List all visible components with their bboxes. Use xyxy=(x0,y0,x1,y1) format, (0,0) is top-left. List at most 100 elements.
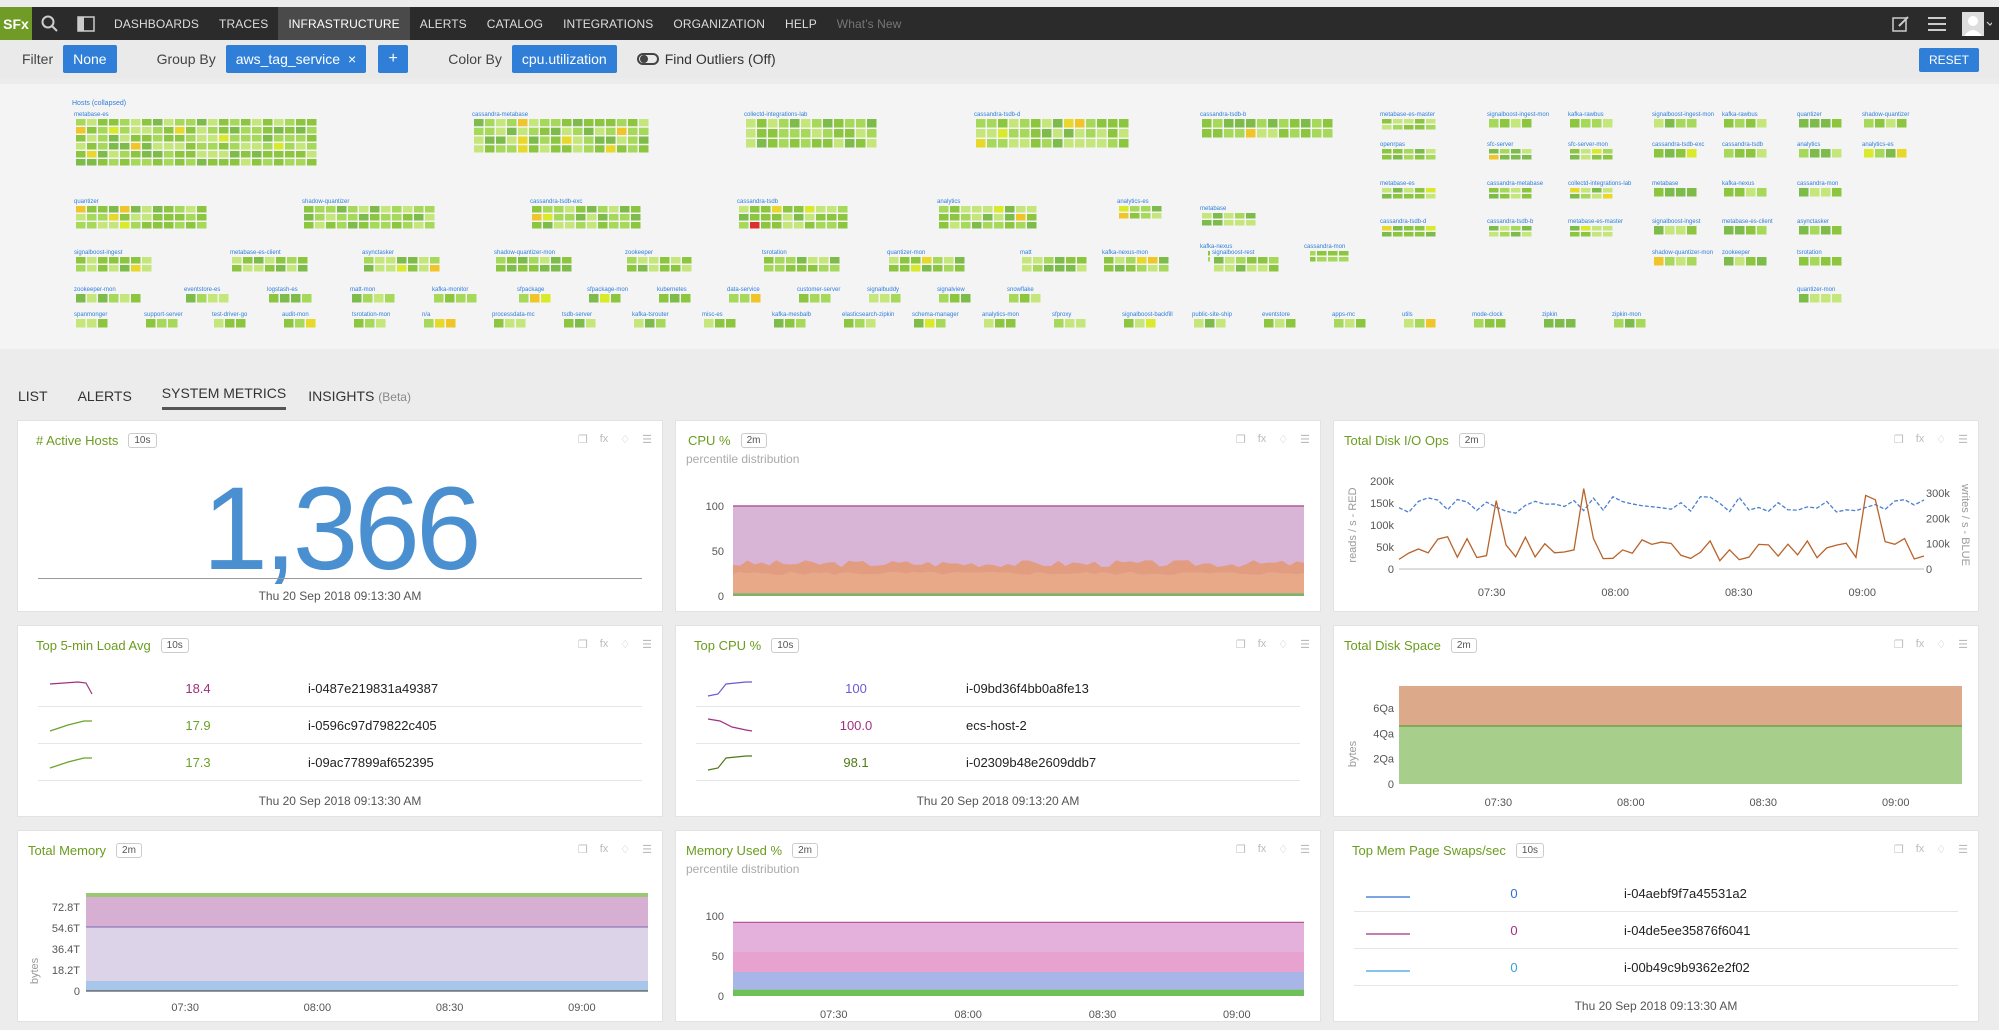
row-host[interactable]: i-09ac77899af652395 xyxy=(308,754,434,770)
copy-icon[interactable]: ❐ xyxy=(1235,434,1246,446)
list-row[interactable]: 0 i-04aebf9f7a45531a2 xyxy=(1354,875,1958,912)
add-group-button[interactable]: + xyxy=(378,45,409,73)
card-title[interactable]: CPU % xyxy=(688,433,731,448)
copy-icon[interactable]: ❐ xyxy=(1893,639,1904,651)
sidebar-toggle-icon[interactable] xyxy=(68,7,104,40)
signalfx-logo[interactable]: SFx xyxy=(0,7,32,40)
list-row[interactable]: 17.9 i-0596c97d79822c405 xyxy=(38,707,642,744)
find-outliers-toggle[interactable] xyxy=(636,53,659,65)
fx-icon[interactable]: fx xyxy=(1915,433,1925,445)
copy-icon[interactable]: ❐ xyxy=(577,434,588,446)
row-host[interactable]: i-09bd36f4bb0a8fe13 xyxy=(966,680,1089,696)
host-cell xyxy=(214,319,224,328)
row-host[interactable]: i-04aebf9f7a45531a2 xyxy=(1624,885,1747,901)
row-host[interactable]: i-0487e219831a49387 xyxy=(308,680,439,696)
fx-icon[interactable]: fx xyxy=(1915,843,1925,855)
copy-icon[interactable]: ❐ xyxy=(1235,639,1246,651)
card-title[interactable]: # Active Hosts xyxy=(36,433,119,448)
fx-icon[interactable]: fx xyxy=(599,433,609,445)
row-host[interactable]: i-0596c97d79822c405 xyxy=(308,717,437,733)
card-menu-icon[interactable]: ☰ xyxy=(1300,434,1310,446)
card-menu-icon[interactable]: ☰ xyxy=(642,434,652,446)
card-title[interactable]: Top CPU % xyxy=(694,638,762,653)
bell-icon[interactable]: ♢ xyxy=(620,844,631,856)
nav-infrastructure[interactable]: INFRASTRUCTURE xyxy=(278,7,410,40)
host-cell xyxy=(120,214,130,221)
disk-io-chart[interactable]: reads / s - RED writes / s - BLUE 0 50k 100k… xyxy=(1334,451,1980,611)
menu-icon[interactable] xyxy=(1919,7,1955,40)
bell-icon[interactable]: ♢ xyxy=(1278,844,1289,856)
remove-group-icon[interactable]: × xyxy=(348,51,357,67)
nav-dashboards[interactable]: DASHBOARDS xyxy=(114,16,200,31)
fx-icon[interactable]: fx xyxy=(1257,433,1267,445)
list-row[interactable]: 100.0 ecs-host-2 xyxy=(696,707,1300,744)
fx-icon[interactable]: fx xyxy=(599,843,609,855)
nav-traces[interactable]: TRACES xyxy=(219,16,269,31)
bell-icon[interactable]: ♢ xyxy=(620,434,631,446)
bell-icon[interactable]: ♢ xyxy=(1278,434,1289,446)
copy-icon[interactable]: ❐ xyxy=(577,844,588,856)
heatmap-canvas[interactable]: Hosts (collapsed) metabase-es cassandra-me… xyxy=(0,84,1999,349)
bell-icon[interactable]: ♢ xyxy=(1278,639,1289,651)
bell-icon[interactable]: ♢ xyxy=(1936,639,1947,651)
card-title[interactable]: Top 5-min Load Avg xyxy=(36,638,151,653)
bell-icon[interactable]: ♢ xyxy=(1936,844,1947,856)
card-title[interactable]: Total Disk Space xyxy=(1344,638,1441,653)
copy-icon[interactable]: ❐ xyxy=(1235,844,1246,856)
card-menu-icon[interactable]: ☰ xyxy=(642,639,652,651)
host-cell xyxy=(1130,206,1140,212)
memory-used-chart[interactable]: 0 50 100 07:30 08:00 08:30 09:00 xyxy=(676,871,1322,1021)
disk-space-chart[interactable]: bytes 0 2Qa 4Qa 6Qa 07:30 08:00 08:30 09:00 xyxy=(1334,656,1980,816)
list-row[interactable]: 98.1 i-02309b48e2609ddb7 xyxy=(696,744,1300,781)
bell-icon[interactable]: ♢ xyxy=(1936,434,1947,446)
total-memory-chart[interactable]: bytes 0 18.2T 36.4T 54.6T 72.8T 07:30 08:00 08:3… xyxy=(18,861,664,1021)
list-row[interactable]: 100 i-09bd36f4bb0a8fe13 xyxy=(696,670,1300,707)
fx-icon[interactable]: fx xyxy=(1257,638,1267,650)
list-row[interactable]: 0 i-04de5ee35876f6041 xyxy=(1354,912,1958,949)
list-row[interactable]: 18.4 i-0487e219831a49387 xyxy=(38,670,642,707)
color-by-button[interactable]: cpu.utilization xyxy=(511,45,617,73)
card-title[interactable]: Memory Used % xyxy=(686,843,783,858)
tab-system-metrics[interactable]: SYSTEM METRICS xyxy=(161,385,287,410)
copy-icon[interactable]: ❐ xyxy=(1893,434,1904,446)
row-host[interactable]: i-04de5ee35876f6041 xyxy=(1624,922,1751,938)
copy-icon[interactable]: ❐ xyxy=(577,639,588,651)
card-menu-icon[interactable]: ☰ xyxy=(1958,844,1968,856)
edit-note-icon[interactable] xyxy=(1883,7,1919,40)
nav-organization[interactable]: ORGANIZATION xyxy=(673,16,766,31)
nav-catalog[interactable]: CATALOG xyxy=(486,16,544,31)
card-menu-icon[interactable]: ☰ xyxy=(1958,434,1968,446)
list-row[interactable]: 0 i-00b49c9b9362e2f02 xyxy=(1354,949,1958,986)
card-menu-icon[interactable]: ☰ xyxy=(1300,639,1310,651)
card-menu-icon[interactable]: ☰ xyxy=(1300,844,1310,856)
bell-icon[interactable]: ♢ xyxy=(620,639,631,651)
fx-icon[interactable]: fx xyxy=(599,638,609,650)
row-host[interactable]: ecs-host-2 xyxy=(966,717,1027,733)
user-avatar-icon[interactable] xyxy=(1955,7,1999,40)
nav-integrations[interactable]: INTEGRATIONS xyxy=(563,16,654,31)
copy-icon[interactable]: ❐ xyxy=(1893,844,1904,856)
row-host[interactable]: i-02309b48e2609ddb7 xyxy=(966,754,1097,770)
card-title[interactable]: Total Memory xyxy=(28,843,107,858)
tab-list[interactable]: LIST xyxy=(18,388,48,404)
search-icon[interactable] xyxy=(32,7,68,40)
fx-icon[interactable]: fx xyxy=(1257,843,1267,855)
filter-value-button[interactable]: None xyxy=(63,45,117,73)
nav-whats-new[interactable]: What's New xyxy=(836,16,902,31)
card-menu-icon[interactable]: ☰ xyxy=(642,844,652,856)
reset-button[interactable]: RESET xyxy=(1918,48,1979,72)
tab-insights[interactable]: INSIGHTS (Beta) xyxy=(308,388,411,410)
row-host[interactable]: i-00b49c9b9362e2f02 xyxy=(1624,959,1750,975)
host-cell xyxy=(403,214,413,221)
fx-icon[interactable]: fx xyxy=(1915,638,1925,650)
group-by-chip[interactable]: aws_tag_service × xyxy=(225,45,367,73)
card-title[interactable]: Top Mem Page Swaps/sec xyxy=(1352,843,1506,858)
nav-help[interactable]: HELP xyxy=(785,16,817,31)
list-row[interactable]: 17.3 i-09ac77899af652395 xyxy=(38,744,642,781)
tab-alerts[interactable]: ALERTS xyxy=(77,388,132,404)
host-cell xyxy=(812,119,822,128)
card-menu-icon[interactable]: ☰ xyxy=(1958,639,1968,651)
card-title[interactable]: Total Disk I/O Ops xyxy=(1344,433,1449,448)
nav-alerts[interactable]: ALERTS xyxy=(419,16,467,31)
